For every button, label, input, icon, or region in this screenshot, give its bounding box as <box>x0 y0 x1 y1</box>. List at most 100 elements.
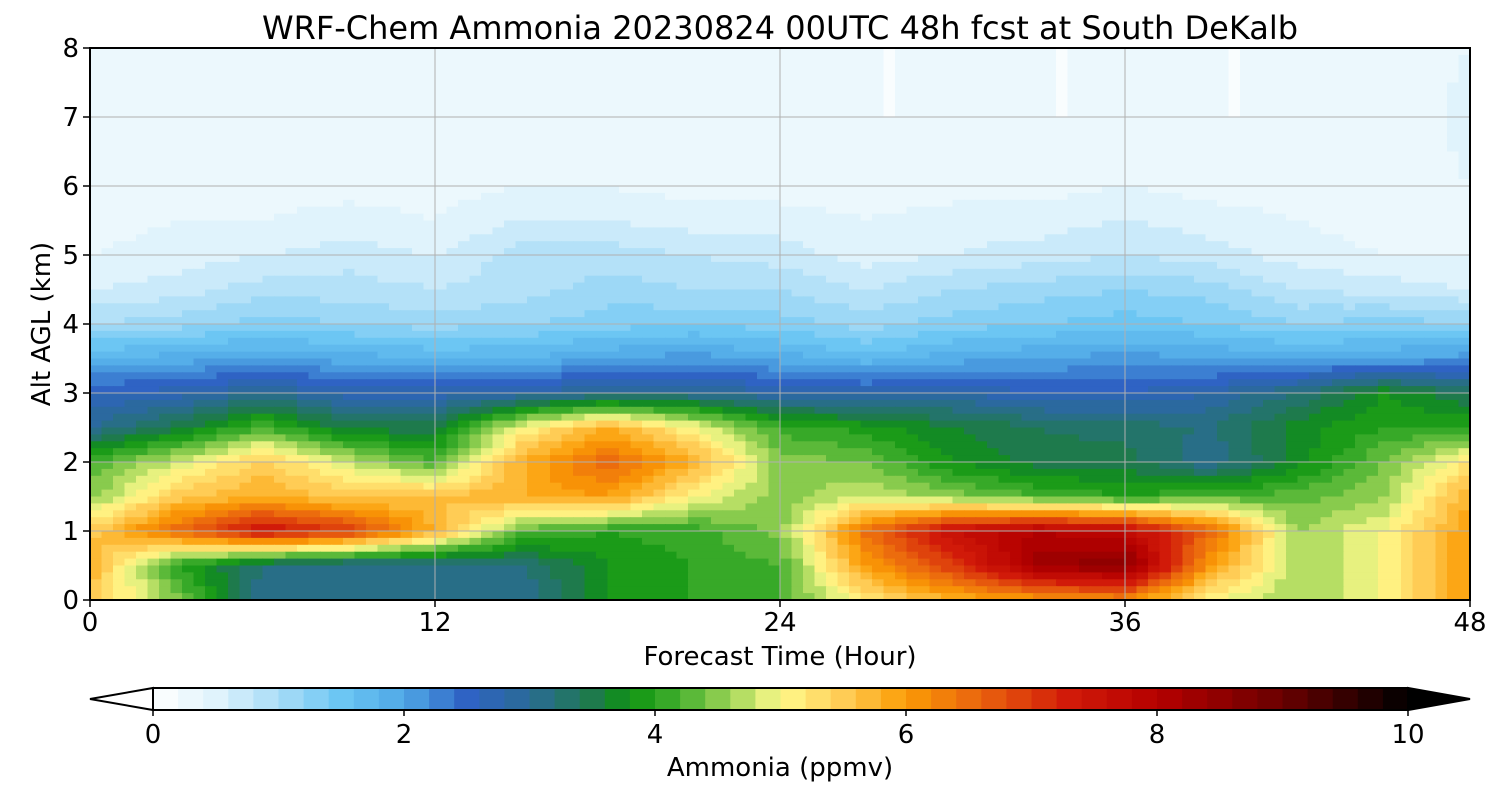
heatmap-cell <box>1033 144 1046 153</box>
heatmap-cell <box>297 282 310 291</box>
heatmap-cell <box>1332 68 1345 77</box>
heatmap-cell <box>849 241 862 249</box>
heatmap-cell <box>216 123 229 132</box>
heatmap-cell <box>113 317 126 325</box>
heatmap-cell <box>343 199 356 208</box>
heatmap-cell <box>998 268 1011 277</box>
heatmap-cell <box>1263 123 1276 132</box>
heatmap-cell <box>665 310 678 318</box>
heatmap-cell <box>1424 289 1437 297</box>
heatmap-cell <box>975 310 988 318</box>
heatmap-cell <box>630 165 643 173</box>
heatmap-cell <box>251 82 264 90</box>
heatmap-cell <box>883 227 896 235</box>
heatmap-cell <box>665 179 678 187</box>
heatmap-cell <box>159 213 172 222</box>
heatmap-cell <box>1389 172 1402 180</box>
heatmap-cell <box>1366 282 1379 291</box>
heatmap-cell <box>1228 261 1241 270</box>
heatmap-cell <box>849 75 862 84</box>
heatmap-cell <box>1056 199 1069 208</box>
heatmap-cell <box>458 330 471 339</box>
heatmap-cell <box>366 96 379 104</box>
heatmap-cell <box>1412 261 1425 270</box>
heatmap-cell <box>998 220 1011 228</box>
heatmap-cell <box>262 179 275 187</box>
heatmap-cell <box>1412 289 1425 297</box>
heatmap-cell <box>435 123 448 132</box>
heatmap-cell <box>780 241 793 249</box>
heatmap-cell <box>1447 172 1460 180</box>
heatmap-cell <box>400 123 413 132</box>
heatmap-cell <box>573 255 586 263</box>
heatmap-cell <box>872 151 885 159</box>
heatmap-cell <box>561 151 574 159</box>
heatmap-cell <box>676 296 689 304</box>
heatmap-cell <box>170 137 183 146</box>
heatmap-cell <box>619 54 632 63</box>
heatmap-cell <box>1378 234 1391 242</box>
heatmap-cell <box>1079 186 1092 194</box>
heatmap-cell <box>975 68 988 77</box>
heatmap-cell <box>1343 186 1356 194</box>
heatmap-cell <box>515 130 528 139</box>
heatmap-cell <box>1378 289 1391 297</box>
heatmap-cell <box>251 206 264 215</box>
heatmap-cell <box>1228 75 1241 84</box>
heatmap-cell <box>1148 275 1161 284</box>
heatmap-cell <box>1263 248 1276 256</box>
heatmap-cell <box>285 289 298 297</box>
heatmap-cell <box>803 123 816 132</box>
heatmap-cell <box>964 172 977 180</box>
heatmap-cell <box>423 310 436 318</box>
heatmap-cell <box>481 186 494 194</box>
heatmap-cell <box>1320 317 1333 325</box>
heatmap-cell <box>251 213 264 222</box>
heatmap-cell <box>216 151 229 159</box>
heatmap-cell <box>400 220 413 228</box>
heatmap-cell <box>216 234 229 242</box>
heatmap-cell <box>1194 261 1207 270</box>
heatmap-cell <box>722 310 735 318</box>
heatmap-cell <box>964 234 977 242</box>
heatmap-cell <box>941 137 954 146</box>
heatmap-cell <box>561 186 574 194</box>
heatmap-cell <box>228 103 241 111</box>
heatmap-cell <box>1251 289 1264 297</box>
heatmap-cell <box>711 54 724 63</box>
heatmap-cell <box>1148 130 1161 139</box>
heatmap-cell <box>722 137 735 146</box>
heatmap-cell <box>124 179 137 187</box>
heatmap-cell <box>308 324 321 332</box>
heatmap-cell <box>849 268 862 277</box>
heatmap-cell <box>113 199 126 208</box>
heatmap-cell <box>354 82 367 90</box>
heatmap-cell <box>193 137 206 146</box>
heatmap-cell <box>147 261 160 270</box>
heatmap-cell <box>1458 89 1470 97</box>
heatmap-cell <box>1412 296 1425 304</box>
heatmap-cell <box>929 192 942 201</box>
heatmap-cell <box>860 296 873 304</box>
heatmap-cell <box>343 248 356 256</box>
heatmap-cell <box>182 103 195 111</box>
heatmap-cell <box>688 324 701 332</box>
heatmap-cell <box>1044 186 1057 194</box>
heatmap-cell <box>814 303 827 311</box>
heatmap-cell <box>1067 130 1080 139</box>
heatmap-cell <box>1366 206 1379 215</box>
heatmap-cell <box>584 137 597 146</box>
heatmap-cell <box>366 123 379 132</box>
heatmap-cell <box>412 255 425 263</box>
heatmap-cell <box>1102 82 1115 90</box>
plot-area <box>89 47 1471 601</box>
heatmap-cell <box>481 268 494 277</box>
heatmap-cell <box>469 234 482 242</box>
heatmap-cell <box>952 296 965 304</box>
heatmap-cell <box>239 324 252 332</box>
heatmap-cell <box>435 261 448 270</box>
heatmap-cell <box>619 248 632 256</box>
heatmap-cell <box>883 82 896 90</box>
heatmap-cell <box>987 96 1000 104</box>
heatmap-cell <box>998 179 1011 187</box>
